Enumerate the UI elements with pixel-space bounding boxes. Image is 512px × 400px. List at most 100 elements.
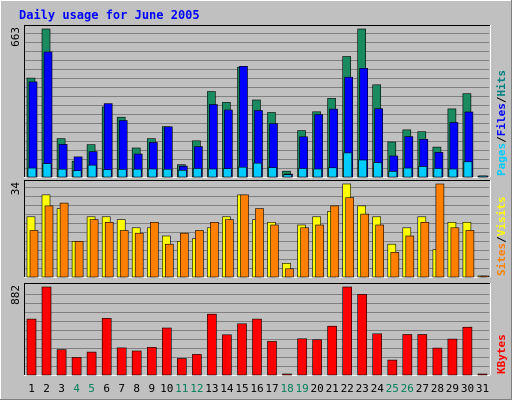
bar-sites-day-25 <box>390 252 400 278</box>
bar-sites-day-29 <box>450 227 460 278</box>
bar-sites-day-24 <box>375 224 385 278</box>
x-tick-label: 28 <box>431 382 444 395</box>
x-tick-label: 17 <box>265 382 278 395</box>
bar-files-day-21 <box>329 108 338 178</box>
x-tick-label: 21 <box>326 382 339 395</box>
bar-kbytes-day-26 <box>402 334 413 376</box>
bar-files-day-15 <box>239 66 248 178</box>
legend-entry: Visits <box>495 197 508 237</box>
bar-sites-day-28 <box>435 183 445 278</box>
bar-files-day-6 <box>103 103 113 178</box>
x-tick-label: 8 <box>133 382 140 395</box>
bar-kbytes-day-17 <box>267 341 277 376</box>
bar-pages-day-16 <box>253 162 262 178</box>
bar-files-day-7 <box>118 120 128 178</box>
bar-pages-day-26 <box>403 167 413 178</box>
bar-files-day-20 <box>314 114 323 178</box>
bar-kbytes-day-28 <box>432 347 443 376</box>
bar-kbytes-day-20 <box>312 339 322 376</box>
bar-files-day-2 <box>43 51 53 178</box>
bar-pages-day-12 <box>193 168 202 178</box>
x-tick-label: 12 <box>190 382 203 395</box>
bar-files-day-13 <box>209 104 218 178</box>
bar-sites-day-26 <box>405 235 415 278</box>
bar-kbytes-day-23 <box>357 294 368 376</box>
x-tick-label: 27 <box>416 382 429 395</box>
x-tick-label: 29 <box>446 382 459 395</box>
x-tick-label: 11 <box>175 382 188 395</box>
bar-sites-day-20 <box>315 224 324 278</box>
x-tick-label: 25 <box>386 382 399 395</box>
x-tick-label: 22 <box>341 382 354 395</box>
bar-pages-day-1 <box>27 167 37 178</box>
bar-pages-day-10 <box>163 168 172 178</box>
bar-sites-day-7 <box>119 230 129 278</box>
bar-sites-day-31 <box>480 275 490 278</box>
x-tick-label: 20 <box>310 382 323 395</box>
x-tick-label: 30 <box>461 382 474 395</box>
legend-entry: / <box>495 136 508 143</box>
bar-kbytes-day-12 <box>192 354 202 376</box>
legend-entry: KBytes <box>495 334 508 374</box>
bar-sites-day-27 <box>420 222 430 278</box>
bar-pages-day-23 <box>358 159 368 178</box>
bar-sites-day-11 <box>180 232 189 278</box>
bar-pages-day-17 <box>268 167 277 178</box>
bar-pages-day-30 <box>463 161 473 178</box>
bar-files-day-14 <box>224 109 233 178</box>
chart-panels: 663 Pages/Files/Hits 34Sites/Visits882KByt… <box>9 25 508 376</box>
bar-files-day-1 <box>28 81 38 178</box>
bar-pages-day-2 <box>42 163 52 178</box>
bar-pages-day-25 <box>388 171 398 178</box>
bar-kbytes-day-27 <box>417 334 428 376</box>
bar-pages-day-24 <box>373 162 383 178</box>
bar-kbytes-day-24 <box>372 333 383 376</box>
bar-pages-day-15 <box>238 166 247 178</box>
bar-pages-day-7 <box>117 169 127 178</box>
y-max-label: 663 <box>9 27 22 47</box>
x-tick-label: 14 <box>220 382 234 395</box>
bar-pages-day-18 <box>283 174 292 178</box>
x-tick-label: 9 <box>148 382 155 395</box>
legend-entry: Files <box>495 103 508 136</box>
legend-entry: / <box>495 96 508 103</box>
bar-sites-day-18 <box>285 268 294 278</box>
bar-kbytes-day-21 <box>327 325 337 376</box>
bar-pages-day-27 <box>418 166 428 178</box>
bar-kbytes-day-7 <box>116 347 127 376</box>
x-tick-label: 19 <box>295 382 308 395</box>
bar-pages-day-13 <box>208 168 217 178</box>
bar-pages-day-14 <box>223 168 232 178</box>
bar-sites-day-9 <box>150 222 159 278</box>
bar-pages-day-19 <box>298 168 307 178</box>
bar-sites-day-22 <box>345 197 355 278</box>
bar-kbytes-day-6 <box>101 318 112 376</box>
legend: KBytes <box>495 334 508 374</box>
legend: Pages/Files/Hits <box>495 70 508 176</box>
bar-sites-day-15 <box>240 194 249 278</box>
x-tick-label: 24 <box>371 382 385 395</box>
bar-pages-day-21 <box>328 167 337 178</box>
legend-entry: Hits <box>495 70 508 97</box>
bar-kbytes-day-13 <box>207 313 217 376</box>
bar-sites-day-13 <box>210 222 219 278</box>
bar-pages-day-6 <box>102 169 112 178</box>
x-tick-label: 3 <box>58 382 65 395</box>
bar-pages-day-22 <box>343 152 353 178</box>
x-tick-label: 7 <box>118 382 125 395</box>
panel-kbytes: 882 KBytes <box>9 283 508 376</box>
bar-pages-day-20 <box>313 168 322 178</box>
bar-pages-day-5 <box>87 164 97 178</box>
bar-kbytes-day-14 <box>222 334 232 376</box>
bar-kbytes-day-2 <box>41 286 52 376</box>
bar-pages-day-3 <box>57 168 67 178</box>
bar-sites-day-2 <box>44 205 54 278</box>
chart-title: Daily usage for June 2005 <box>19 8 200 22</box>
panel-visits: 34 Sites/Visits <box>9 180 508 278</box>
bar-sites-day-14 <box>225 219 234 278</box>
x-tick-label: 23 <box>356 382 369 395</box>
x-tick-label: 1 <box>28 382 35 395</box>
bar-pages-day-11 <box>178 170 187 178</box>
x-axis-labels: 1 2 3 4 5 6 7 8 9 10 11 12 13 14 15 16 17 18 19 20 21 22 23 24 2… <box>28 382 489 395</box>
